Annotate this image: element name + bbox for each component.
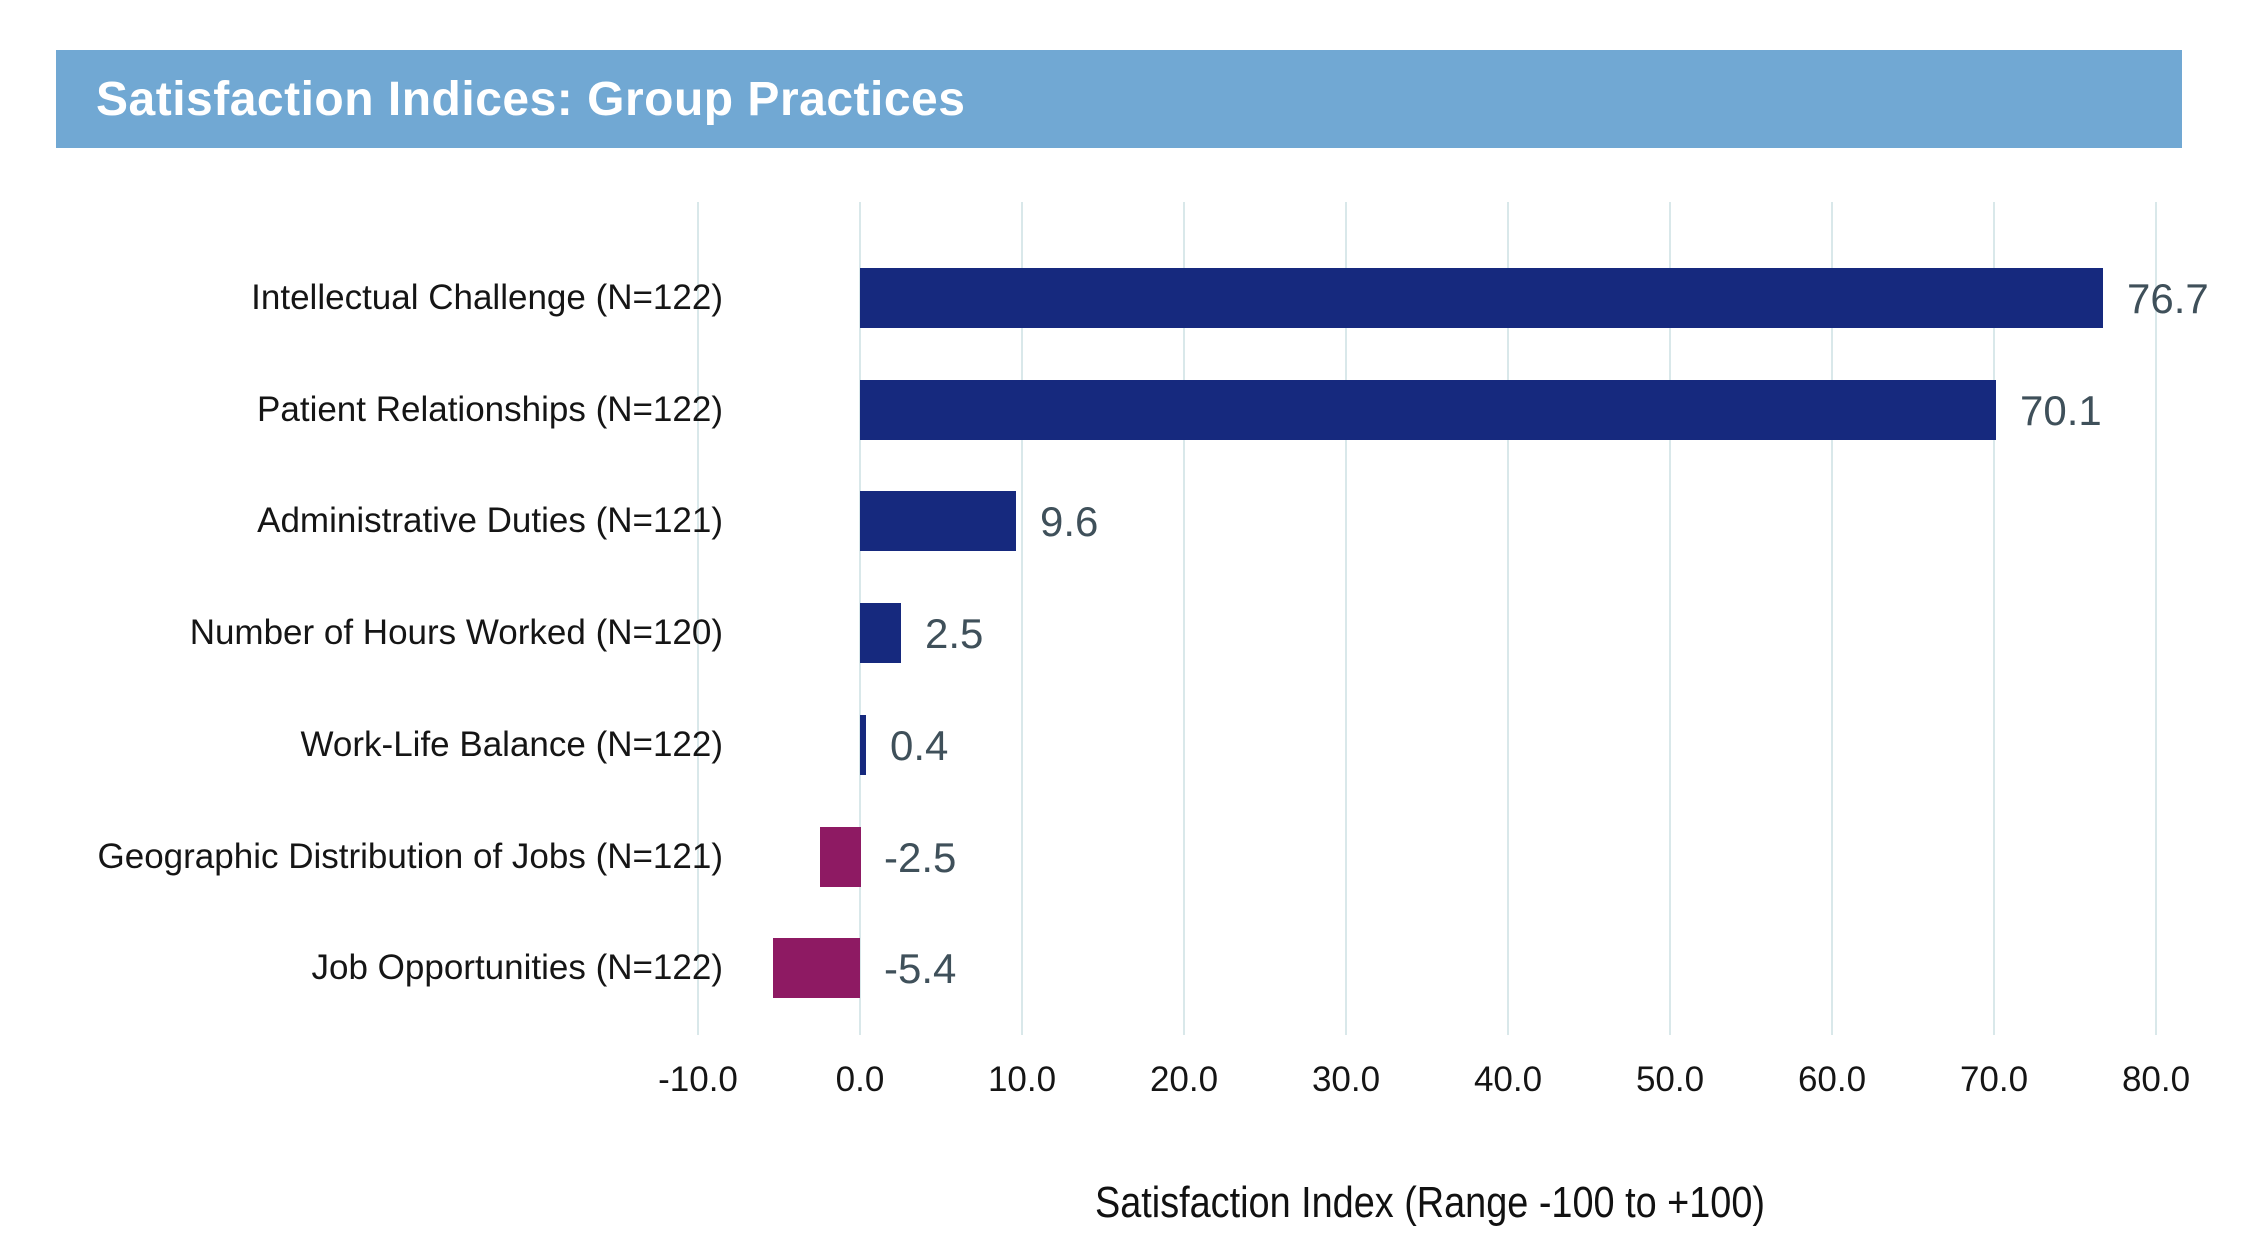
x-tick-label: 50.0: [1635, 1060, 1705, 1099]
negative-bar: [820, 827, 861, 887]
x-tick-label: 0.0: [835, 1060, 885, 1099]
chart-title: Satisfaction Indices: Group Practices: [96, 72, 966, 126]
gridline: [2155, 202, 2157, 1035]
gridline: [1831, 202, 1833, 1035]
x-tick-label: 70.0: [1959, 1060, 2029, 1099]
gridline: [1507, 202, 1509, 1035]
x-axis-title: Satisfaction Index (Range -100 to +100): [1095, 1178, 1765, 1227]
positive-bar: [860, 491, 1016, 551]
positive-bar: [860, 715, 866, 775]
category-label: Job Opportunities (N=122): [311, 948, 723, 987]
gridline: [1021, 202, 1023, 1035]
chart-header-band: Satisfaction Indices: Group Practices: [56, 50, 2182, 148]
x-tick-label: 10.0: [987, 1060, 1057, 1099]
gridline: [1993, 202, 1995, 1035]
x-tick-label: 80.0: [2121, 1060, 2191, 1099]
value-label: 2.5: [925, 610, 984, 657]
category-label: Administrative Duties (N=121): [257, 501, 723, 540]
value-label: 76.7: [2127, 275, 2209, 322]
value-label: -2.5: [884, 834, 957, 881]
value-label: 0.4: [890, 722, 949, 769]
x-tick-label: 20.0: [1149, 1060, 1219, 1099]
x-tick-label: 40.0: [1473, 1060, 1543, 1099]
category-label: Work-Life Balance (N=122): [300, 725, 723, 764]
x-tick-label: 60.0: [1797, 1060, 1867, 1099]
gridline: [697, 202, 699, 1035]
negative-bar: [773, 938, 860, 998]
positive-bar: [860, 380, 1996, 440]
value-label: 70.1: [2020, 387, 2102, 434]
gridline: [1183, 202, 1185, 1035]
category-label: Geographic Distribution of Jobs (N=121): [97, 837, 723, 876]
x-tick-label: 30.0: [1311, 1060, 1381, 1099]
value-label: -5.4: [884, 945, 957, 992]
category-label: Number of Hours Worked (N=120): [189, 613, 723, 652]
gridline: [1345, 202, 1347, 1035]
positive-bar: [860, 603, 901, 663]
x-tick-label: -10.0: [658, 1060, 738, 1099]
category-label: Intellectual Challenge (N=122): [251, 278, 723, 317]
value-label: 9.6: [1040, 498, 1099, 545]
positive-bar: [860, 268, 2103, 328]
category-label: Patient Relationships (N=122): [257, 390, 723, 429]
gridline: [1669, 202, 1671, 1035]
